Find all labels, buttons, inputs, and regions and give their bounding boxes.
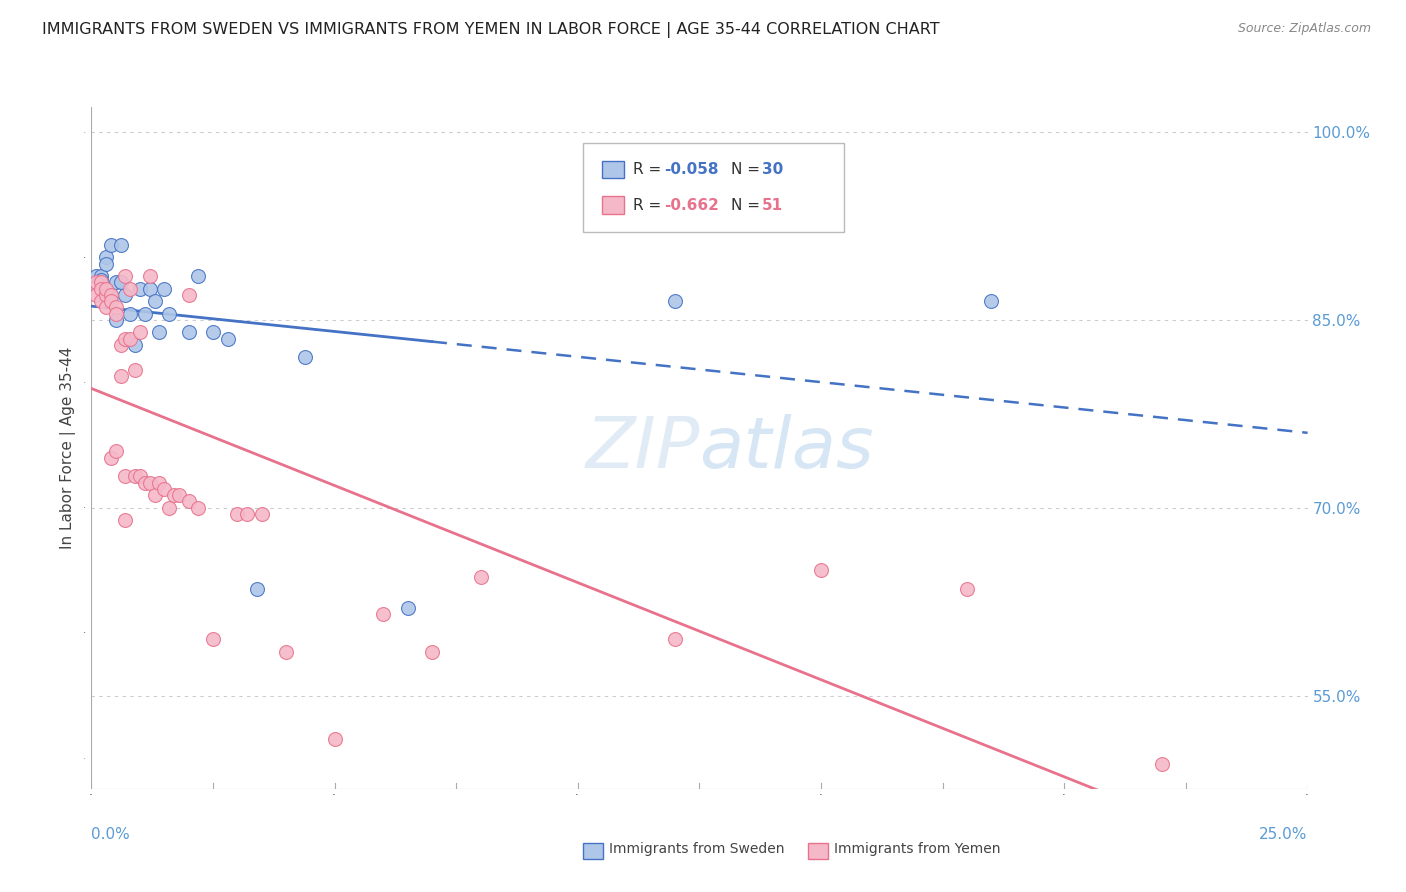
Point — [217, 332, 239, 346]
Point — [114, 268, 136, 283]
Point — [153, 282, 176, 296]
Point — [90, 273, 112, 287]
Point — [94, 301, 117, 315]
Point — [120, 332, 142, 346]
Point — [94, 250, 117, 264]
Point — [323, 732, 346, 747]
Point — [110, 276, 132, 290]
Point — [143, 488, 166, 502]
Y-axis label: In Labor Force | Age 35-44: In Labor Force | Age 35-44 — [60, 347, 76, 549]
Point — [110, 338, 132, 352]
Point — [274, 645, 297, 659]
Point — [956, 582, 979, 596]
Point — [139, 475, 162, 490]
Text: ZIP: ZIP — [585, 414, 699, 483]
Point — [167, 488, 190, 502]
Text: N =: N = — [731, 162, 765, 177]
Point — [163, 488, 186, 502]
Point — [90, 282, 112, 296]
Point — [250, 507, 273, 521]
Point — [124, 338, 146, 352]
Point — [90, 268, 112, 283]
Point — [202, 326, 225, 340]
Text: Source: ZipAtlas.com: Source: ZipAtlas.com — [1237, 22, 1371, 36]
Point — [148, 475, 170, 490]
Point — [246, 582, 269, 596]
Point — [153, 482, 176, 496]
Point — [114, 513, 136, 527]
Point — [129, 326, 152, 340]
Point — [90, 276, 112, 290]
Point — [100, 450, 122, 465]
Point — [120, 282, 142, 296]
Point — [139, 282, 162, 296]
Point — [114, 469, 136, 483]
Text: 0.0%: 0.0% — [91, 827, 131, 841]
Text: Immigrants from Yemen: Immigrants from Yemen — [834, 842, 1000, 856]
Point — [420, 645, 443, 659]
Point — [100, 288, 122, 302]
Point — [100, 288, 122, 302]
Text: atlas: atlas — [699, 414, 875, 483]
Point — [664, 294, 686, 309]
Text: R =: R = — [633, 162, 666, 177]
Point — [980, 294, 1002, 309]
Text: 25.0%: 25.0% — [1260, 827, 1308, 841]
Point — [810, 563, 832, 577]
Point — [177, 494, 200, 508]
Point — [94, 256, 117, 270]
Point — [84, 276, 107, 290]
Text: Immigrants from Sweden: Immigrants from Sweden — [609, 842, 785, 856]
Point — [124, 469, 146, 483]
Point — [104, 313, 127, 327]
Text: 51: 51 — [762, 198, 783, 212]
Text: R =: R = — [633, 198, 666, 212]
Point — [100, 237, 122, 252]
Text: IMMIGRANTS FROM SWEDEN VS IMMIGRANTS FROM YEMEN IN LABOR FORCE | AGE 35-44 CORRE: IMMIGRANTS FROM SWEDEN VS IMMIGRANTS FRO… — [42, 22, 939, 38]
Point — [664, 632, 686, 647]
Point — [139, 268, 162, 283]
Point — [236, 507, 259, 521]
Point — [84, 288, 107, 302]
Point — [157, 500, 180, 515]
Text: N =: N = — [731, 198, 765, 212]
Point — [129, 469, 152, 483]
Point — [104, 444, 127, 458]
Point — [134, 475, 156, 490]
Point — [84, 268, 107, 283]
Point — [226, 507, 249, 521]
Point — [1150, 757, 1173, 772]
Point — [202, 632, 225, 647]
Point — [177, 326, 200, 340]
Point — [104, 307, 127, 321]
Point — [396, 600, 419, 615]
Point — [104, 301, 127, 315]
Point — [373, 607, 395, 621]
Point — [120, 307, 142, 321]
Point — [187, 500, 209, 515]
Point — [94, 282, 117, 296]
Point — [124, 363, 146, 377]
Point — [187, 268, 209, 283]
Point — [104, 276, 127, 290]
Point — [114, 332, 136, 346]
Point — [110, 237, 132, 252]
Point — [114, 288, 136, 302]
Point — [148, 326, 170, 340]
Point — [470, 569, 492, 583]
Point — [294, 351, 316, 365]
Text: 30: 30 — [762, 162, 783, 177]
Point — [110, 369, 132, 384]
Point — [94, 288, 117, 302]
Point — [129, 282, 152, 296]
Point — [143, 294, 166, 309]
Point — [177, 288, 200, 302]
Point — [134, 307, 156, 321]
Point — [90, 294, 112, 309]
Text: -0.058: -0.058 — [664, 162, 718, 177]
Point — [157, 307, 180, 321]
Text: -0.662: -0.662 — [664, 198, 718, 212]
Point — [100, 294, 122, 309]
